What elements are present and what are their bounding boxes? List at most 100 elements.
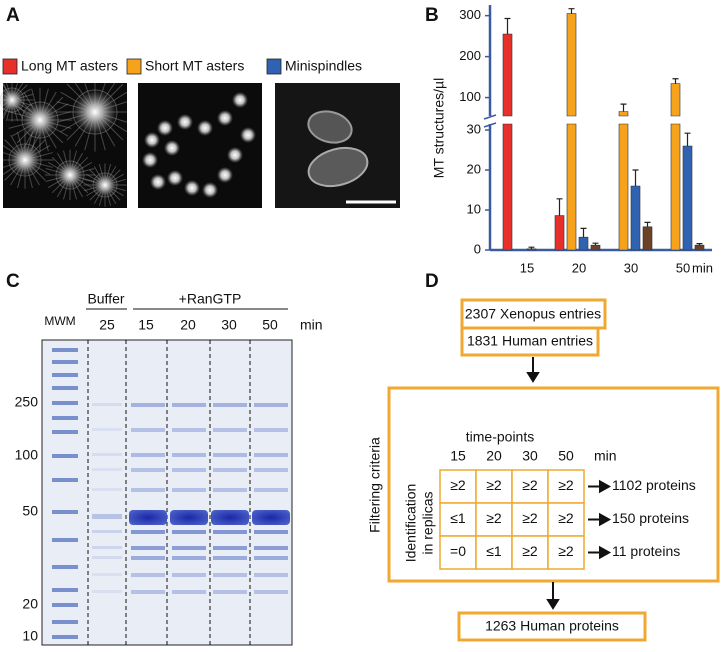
x-tick-label: 20	[572, 260, 586, 275]
protein-band	[172, 556, 206, 560]
error-bar	[504, 17, 511, 35]
ladder-band	[52, 510, 78, 514]
unit-label: min	[594, 448, 617, 464]
flowchart: 2307 Xenopus entries 1831 Human entries …	[367, 298, 720, 642]
ladder-band	[52, 635, 78, 639]
protein-band	[172, 573, 206, 577]
bar	[502, 33, 513, 251]
protein-band	[92, 530, 122, 533]
protein-band	[131, 488, 165, 492]
step-box	[460, 326, 600, 357]
protein-band	[131, 428, 165, 432]
ladder-label: 10	[22, 628, 38, 644]
group-label: Buffer	[87, 291, 124, 307]
bar	[682, 145, 693, 251]
result-text: 1102 proteins	[612, 477, 696, 493]
protein-band	[92, 546, 122, 549]
protein-band	[254, 546, 288, 550]
protein-band	[131, 590, 165, 594]
protein-band	[213, 590, 247, 594]
protein-band	[213, 428, 247, 432]
error-bar	[568, 8, 575, 14]
ladder-band	[52, 401, 78, 405]
x-tick-label: 50	[676, 260, 690, 275]
main-band	[252, 510, 290, 525]
table-cell	[475, 469, 513, 504]
error-bar	[632, 169, 639, 186]
result-text: 150 proteins	[612, 510, 689, 526]
cell-text: ≥2	[558, 510, 574, 526]
ladder-band	[52, 348, 78, 352]
final-text: 1263 Human proteins	[485, 618, 619, 634]
protein-band	[172, 428, 206, 432]
legend-swatch	[266, 58, 282, 75]
step-box	[460, 298, 607, 330]
y-tick-label: 200	[459, 48, 481, 63]
ladder-band	[52, 386, 78, 390]
micrograph-short-asters	[138, 83, 262, 208]
table-cell	[475, 502, 513, 537]
ladder-label: 100	[15, 447, 39, 463]
panel-label: A	[6, 5, 20, 26]
protein-band	[254, 488, 288, 492]
bar	[526, 248, 537, 251]
timepoints-label: time-points	[466, 429, 534, 445]
bar	[590, 244, 601, 251]
protein-band	[131, 453, 165, 457]
micrograph-minispindles	[275, 83, 400, 208]
panel-label: C	[6, 271, 20, 292]
protein-band	[92, 468, 122, 471]
y-tick-label: 0	[474, 241, 481, 256]
protein-band	[213, 573, 247, 577]
protein-band	[213, 403, 247, 407]
protein-band	[131, 403, 165, 407]
panel-label: D	[425, 271, 439, 292]
error-bar	[672, 78, 679, 84]
legend-label: Short MT asters	[145, 58, 244, 74]
lane-label: MWM	[44, 314, 75, 328]
ladder-band	[52, 603, 78, 607]
cell-text: ≥2	[522, 510, 538, 526]
protein-band	[213, 556, 247, 560]
timepoint: 15	[450, 448, 466, 464]
protein-band	[254, 573, 288, 577]
bar	[578, 236, 589, 251]
main-band	[170, 510, 208, 525]
x-unit-label: min	[692, 260, 713, 275]
axis-break	[483, 114, 497, 128]
step-text: 1831 Human entries	[467, 333, 593, 349]
cell-text: ≥2	[486, 510, 502, 526]
table-cell	[511, 535, 549, 570]
protein-band	[254, 590, 288, 594]
cell-text: ≤1	[450, 510, 466, 526]
protein-band	[213, 488, 247, 492]
error-bar	[580, 227, 587, 238]
group-label: +RanGTP	[179, 291, 242, 307]
protein-band	[172, 403, 206, 407]
protein-band	[254, 530, 288, 534]
table-cell	[547, 535, 585, 570]
protein-band	[213, 530, 247, 534]
ladder-band	[52, 416, 78, 420]
bar	[694, 244, 705, 251]
protein-band	[254, 428, 288, 432]
error-bar	[528, 246, 535, 249]
protein-band	[254, 403, 288, 407]
protein-band	[213, 546, 247, 550]
cell-text: ≥2	[522, 477, 538, 493]
ladder-band	[52, 430, 78, 434]
y-tick-label: 20	[467, 161, 481, 176]
protein-band	[92, 556, 122, 559]
ladder-band	[52, 478, 78, 482]
lane-label: 15	[138, 317, 154, 333]
protein-band	[92, 488, 122, 491]
lane-label: 50	[262, 317, 278, 333]
protein-band	[254, 468, 288, 472]
ladder-band	[52, 588, 78, 592]
protein-band	[213, 468, 247, 472]
y-tick-label: 100	[459, 89, 481, 104]
panel-label: B	[425, 5, 439, 26]
ladder-label: 250	[15, 394, 39, 410]
error-bar	[684, 132, 691, 146]
